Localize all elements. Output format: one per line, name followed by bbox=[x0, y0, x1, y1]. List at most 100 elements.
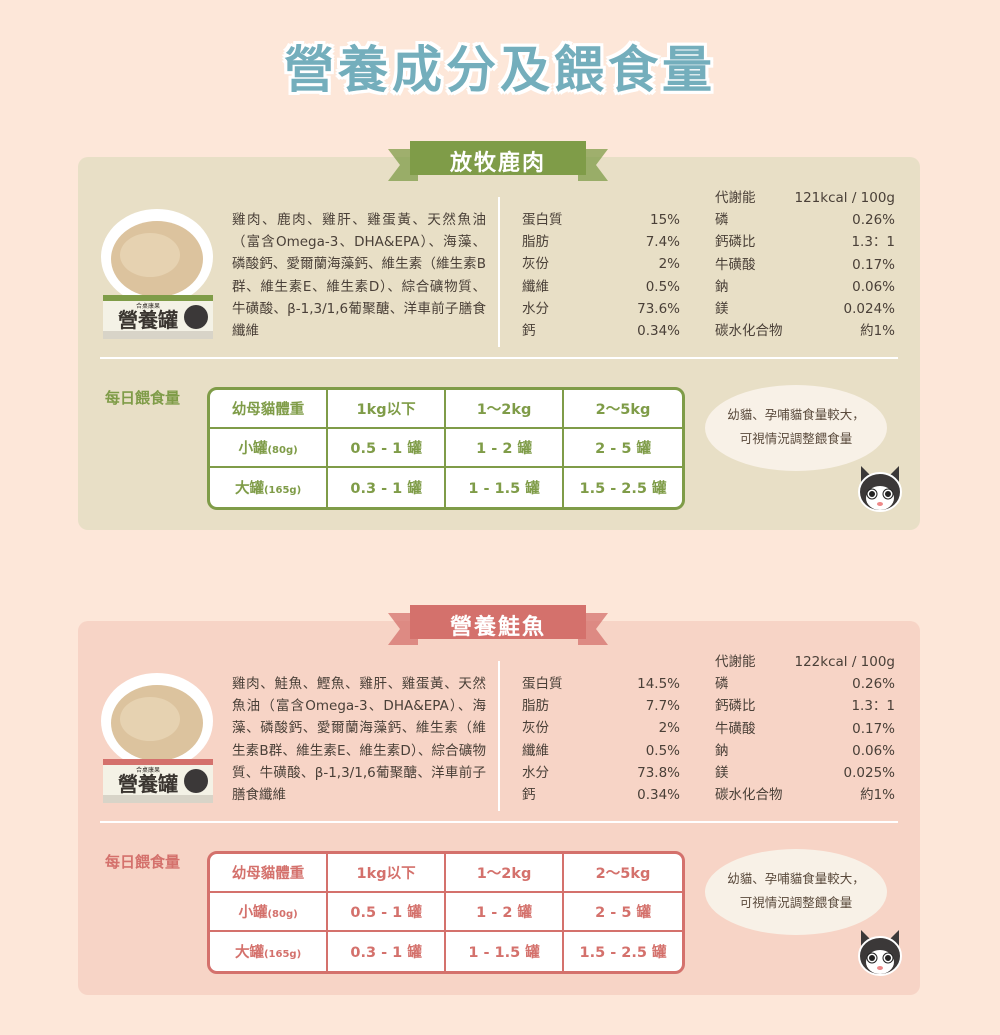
nutrient-name: 蛋白質 bbox=[522, 676, 563, 692]
section-title: 營養鮭魚 bbox=[449, 615, 546, 640]
nutrient-name: 鈣 bbox=[522, 323, 536, 340]
feeding-amount: 1 - 2 罐 bbox=[446, 893, 565, 932]
can-sub-label: 合桌康果 bbox=[136, 766, 160, 774]
nutrition-row: 鎂 0.025% bbox=[715, 762, 895, 784]
nutrition-row: 蛋白質 14.5% bbox=[522, 673, 680, 695]
nutrition-row: 代謝能 121kcal / 100g bbox=[715, 187, 895, 209]
can-size: 小罐 bbox=[238, 905, 268, 921]
bubble-line-2: 可視情況調整餵食量 bbox=[739, 431, 853, 446]
table-header-row: 幼母貓體重 1kg以下 1～2kg 2～5kg bbox=[210, 854, 682, 893]
nutrient-name: 鎂 bbox=[715, 301, 729, 318]
nutrition-list-left: 蛋白質 14.5% 脂肪 7.7% 灰份 2% 纖維 0.5% 水分 73.8% 鈣 0.34% bbox=[522, 673, 680, 806]
nutrient-value: 0.06% bbox=[852, 742, 895, 759]
feeding-amount: 1 - 1.5 罐 bbox=[446, 932, 565, 971]
nutrient-name: 鎂 bbox=[715, 765, 729, 782]
nutrition-row: 鈣 0.34% bbox=[522, 320, 680, 342]
header-cell: 1～2kg bbox=[446, 390, 565, 429]
feeding-amount: 1.5 - 2.5 罐 bbox=[579, 481, 667, 497]
nutrition-row: 牛磺酸 0.17% bbox=[715, 718, 895, 740]
nutrient-name: 水分 bbox=[522, 300, 549, 317]
row-label: 大罐(165g) bbox=[210, 468, 329, 507]
nutrition-list-left: 蛋白質 15% 脂肪 7.4% 灰份 2% 纖維 0.5% 水分 73.6% 鈣 0.34% bbox=[522, 209, 680, 342]
bubble-line-2: 可視情況調整餵食量 bbox=[739, 895, 853, 910]
nutrition-row: 纖維 0.5% bbox=[522, 276, 680, 298]
header-cell: 1～2kg bbox=[446, 854, 565, 893]
feeding-amount: 0.5 - 1 罐 bbox=[328, 429, 447, 468]
header-cell: 1kg以下 bbox=[328, 390, 447, 429]
nutrient-value: 0.06% bbox=[852, 278, 895, 295]
nutrient-name: 鈣磷比 bbox=[715, 234, 756, 251]
nutrition-row: 鈣 0.34% bbox=[522, 784, 680, 806]
nutrition-row: 碳水化合物 約1% bbox=[715, 784, 895, 806]
nutrition-row: 灰份 2% bbox=[522, 253, 680, 275]
horizontal-divider bbox=[100, 821, 898, 823]
can-weight: (165g) bbox=[263, 485, 302, 496]
header-cell: 幼母貓體重 bbox=[210, 854, 329, 893]
feeding-amount: 1.5 - 2.5 罐 bbox=[579, 945, 667, 961]
nutrition-row: 鈉 0.06% bbox=[715, 740, 895, 762]
product-can-image: 合桌康果 營養罐 bbox=[100, 207, 215, 342]
nutrition-row: 纖維 0.5% bbox=[522, 740, 680, 762]
can-label: 營養罐 bbox=[118, 772, 178, 796]
feeding-label: 每日餵食量 bbox=[105, 389, 181, 407]
nutrition-row: 碳水化合物 約1% bbox=[715, 320, 895, 342]
nutrient-name: 磷 bbox=[715, 676, 729, 693]
nutrient-value: 1.3：1 bbox=[851, 234, 895, 251]
nutrient-value: 15% bbox=[649, 212, 680, 228]
nutrition-row: 牛磺酸 0.17% bbox=[715, 254, 895, 276]
bubble-line-1: 幼貓、孕哺貓食量較大， bbox=[727, 407, 865, 422]
nutrient-value: 7.4% bbox=[645, 234, 680, 251]
can-size: 小罐 bbox=[238, 441, 268, 457]
cat-mascot-icon bbox=[855, 926, 905, 978]
nutrient-name: 代謝能 bbox=[715, 190, 756, 206]
nutrition-row: 水分 73.6% bbox=[522, 298, 680, 320]
nutrient-value: 0.5% bbox=[645, 742, 680, 759]
speech-bubble: 幼貓、孕哺貓食量較大， 可視情況調整餵食量 bbox=[705, 849, 887, 935]
nutrition-list-right: 代謝能 121kcal / 100g 磷 0.26% 鈣磷比 1.3：1 牛磺酸 0.17% 鈉… bbox=[715, 187, 895, 342]
section-venison: 放牧鹿肉 合桌康果 營養罐 雞肉、鹿肉、雞肝、雞蛋黃、天然魚油（富含Omega-… bbox=[78, 141, 920, 530]
row-label: 小罐(80g) bbox=[210, 893, 329, 932]
nutrition-row: 脂肪 7.4% bbox=[522, 231, 680, 253]
row-label: 大罐(165g) bbox=[210, 932, 329, 971]
nutrient-name: 脂肪 bbox=[522, 698, 549, 715]
nutrient-name: 水分 bbox=[522, 764, 549, 781]
nutrient-name: 碳水化合物 bbox=[715, 787, 783, 804]
nutrient-value: 0.17% bbox=[852, 720, 895, 737]
can-weight: (165g) bbox=[263, 949, 302, 960]
nutrition-row: 代謝能 122kcal / 100g bbox=[715, 651, 895, 673]
vertical-divider bbox=[498, 197, 500, 347]
nutrient-value: 121kcal / 100g bbox=[794, 190, 896, 206]
feeding-amount: 0.5 - 1 罐 bbox=[328, 893, 447, 932]
nutrition-row: 脂肪 7.7% bbox=[522, 695, 680, 717]
nutrient-name: 代謝能 bbox=[715, 654, 756, 670]
horizontal-divider bbox=[100, 357, 898, 359]
cat-mascot-icon bbox=[855, 462, 905, 514]
nutrient-value: 0.34% bbox=[637, 323, 680, 340]
nutrient-value: 2% bbox=[658, 256, 680, 273]
feeding-amount: 0.3 - 1 罐 bbox=[328, 932, 447, 971]
nutrition-row: 灰份 2% bbox=[522, 717, 680, 739]
nutrition-row: 蛋白質 15% bbox=[522, 209, 680, 231]
nutrient-value: 0.025% bbox=[843, 765, 895, 782]
section-ribbon: 營養鮭魚 bbox=[388, 601, 608, 651]
nutrient-value: 7.7% bbox=[645, 698, 680, 715]
can-weight: (80g) bbox=[267, 445, 298, 456]
nutrient-name: 灰份 bbox=[522, 256, 549, 273]
nutrient-name: 鈣 bbox=[522, 787, 536, 804]
nutrient-value: 0.5% bbox=[645, 278, 680, 295]
nutrient-value: 14.5% bbox=[637, 676, 680, 692]
nutrition-row: 鎂 0.024% bbox=[715, 298, 895, 320]
nutrient-value: 0.34% bbox=[637, 787, 680, 804]
header-cell: 1kg以下 bbox=[328, 854, 447, 893]
header-cell: 2～5kg bbox=[564, 390, 682, 429]
nutrient-name: 鈉 bbox=[715, 278, 729, 295]
nutrient-value: 約1% bbox=[860, 323, 895, 340]
nutrient-value: 約1% bbox=[860, 787, 895, 804]
section-ribbon: 放牧鹿肉 bbox=[388, 137, 608, 187]
nutrient-value: 122kcal / 100g bbox=[794, 654, 896, 670]
